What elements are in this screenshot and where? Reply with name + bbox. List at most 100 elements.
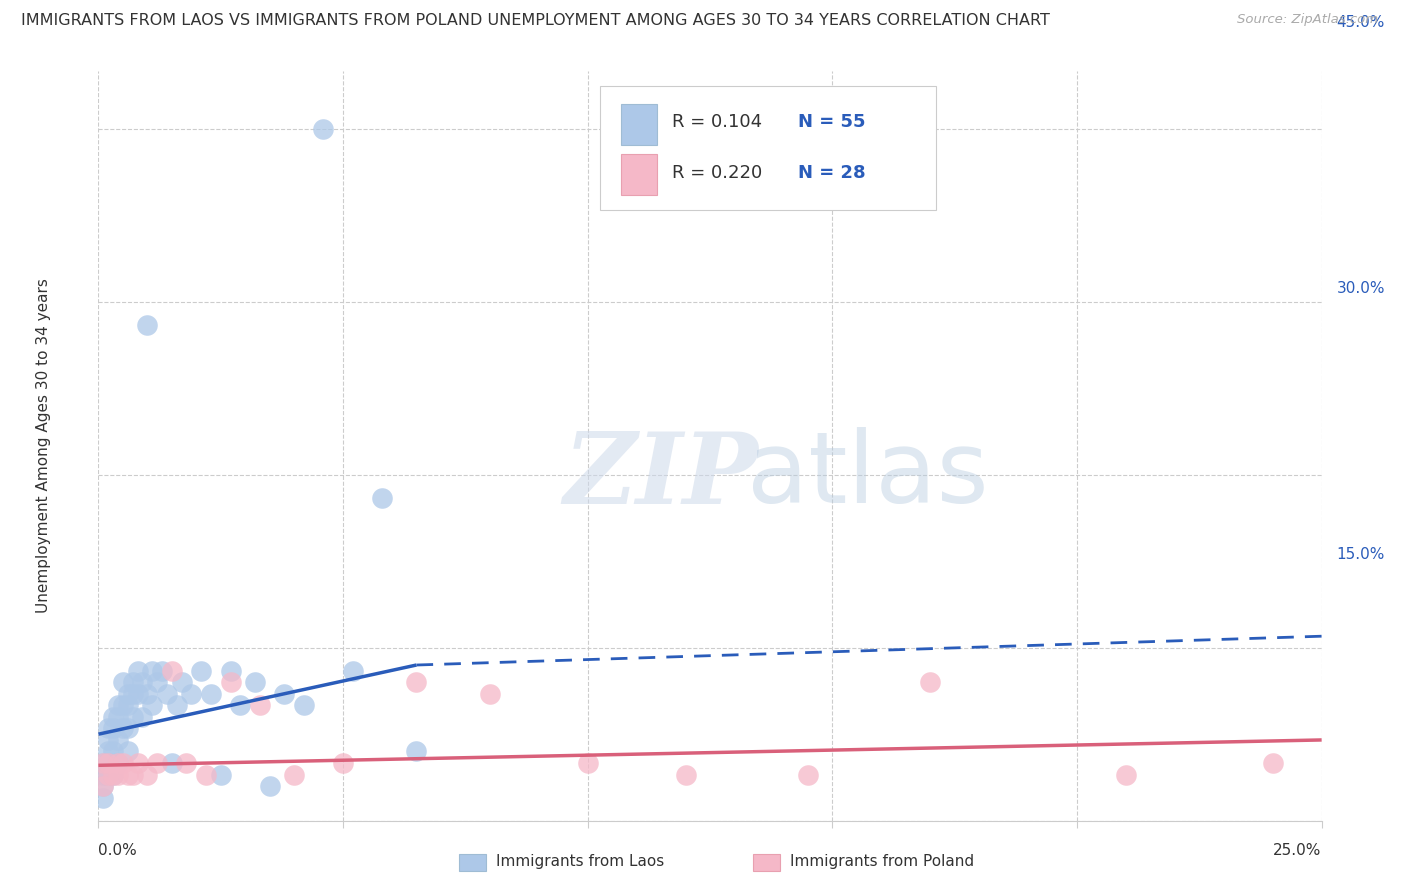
Point xyxy=(107,733,129,747)
Text: N = 28: N = 28 xyxy=(799,163,866,181)
Point xyxy=(117,687,139,701)
Point xyxy=(107,756,129,770)
Point xyxy=(332,756,354,770)
Point xyxy=(136,767,159,781)
Point xyxy=(97,733,120,747)
Point xyxy=(156,687,179,701)
Point xyxy=(91,767,114,781)
Point xyxy=(797,767,820,781)
Text: 45.0%: 45.0% xyxy=(1336,15,1385,30)
Point xyxy=(111,756,134,770)
Text: IMMIGRANTS FROM LAOS VS IMMIGRANTS FROM POLAND UNEMPLOYMENT AMONG AGES 30 TO 34 : IMMIGRANTS FROM LAOS VS IMMIGRANTS FROM … xyxy=(21,13,1050,29)
Point xyxy=(150,664,173,678)
FancyBboxPatch shape xyxy=(600,87,936,210)
Text: ZIP: ZIP xyxy=(564,428,758,524)
Point xyxy=(107,756,129,770)
Point xyxy=(97,756,120,770)
Point xyxy=(160,664,183,678)
Point xyxy=(170,675,193,690)
Point xyxy=(141,664,163,678)
Point xyxy=(111,698,134,713)
Point xyxy=(127,664,149,678)
Point xyxy=(101,767,124,781)
Point xyxy=(180,687,202,701)
Point xyxy=(97,744,120,758)
Point xyxy=(675,767,697,781)
Point xyxy=(292,698,315,713)
FancyBboxPatch shape xyxy=(620,103,658,145)
Point xyxy=(107,767,129,781)
Point xyxy=(249,698,271,713)
Text: 30.0%: 30.0% xyxy=(1336,281,1385,296)
Text: 25.0%: 25.0% xyxy=(1274,843,1322,858)
Point xyxy=(127,687,149,701)
Point xyxy=(97,756,120,770)
Point xyxy=(91,779,114,793)
Point xyxy=(107,710,129,724)
FancyBboxPatch shape xyxy=(752,855,780,871)
Point xyxy=(131,675,153,690)
Point xyxy=(405,675,427,690)
Point xyxy=(371,491,394,505)
Point xyxy=(101,722,124,736)
Point xyxy=(121,767,143,781)
Point xyxy=(117,767,139,781)
Point xyxy=(107,698,129,713)
Text: 15.0%: 15.0% xyxy=(1336,547,1385,562)
Text: R = 0.104: R = 0.104 xyxy=(672,113,762,131)
Point xyxy=(166,698,188,713)
Point xyxy=(136,318,159,332)
Point xyxy=(160,756,183,770)
Text: R = 0.220: R = 0.220 xyxy=(672,163,762,181)
Point xyxy=(136,687,159,701)
Point xyxy=(117,744,139,758)
Point xyxy=(176,756,198,770)
Point xyxy=(111,722,134,736)
Point xyxy=(259,779,281,793)
Text: 0.0%: 0.0% xyxy=(98,843,138,858)
Text: Immigrants from Laos: Immigrants from Laos xyxy=(496,855,664,870)
Point xyxy=(219,675,242,690)
Point xyxy=(1261,756,1284,770)
Point xyxy=(97,722,120,736)
Point xyxy=(131,710,153,724)
Point xyxy=(121,687,143,701)
Point xyxy=(101,767,124,781)
Point xyxy=(127,756,149,770)
Point xyxy=(200,687,222,701)
Point xyxy=(229,698,252,713)
Point xyxy=(91,790,114,805)
Point xyxy=(97,767,120,781)
FancyBboxPatch shape xyxy=(460,855,486,871)
Text: atlas: atlas xyxy=(747,427,988,524)
Point xyxy=(146,675,169,690)
Point xyxy=(283,767,305,781)
Point xyxy=(111,675,134,690)
Text: Immigrants from Poland: Immigrants from Poland xyxy=(790,855,974,870)
Point xyxy=(920,675,942,690)
Point xyxy=(91,756,114,770)
Point xyxy=(243,675,266,690)
Point xyxy=(273,687,295,701)
Point xyxy=(141,698,163,713)
Point xyxy=(576,756,599,770)
Text: Unemployment Among Ages 30 to 34 years: Unemployment Among Ages 30 to 34 years xyxy=(37,278,51,614)
Point xyxy=(91,756,114,770)
Text: N = 55: N = 55 xyxy=(799,113,866,131)
Point xyxy=(121,675,143,690)
Point xyxy=(342,664,364,678)
Point xyxy=(405,744,427,758)
Point xyxy=(209,767,232,781)
Point xyxy=(121,710,143,724)
Point xyxy=(91,779,114,793)
Point xyxy=(312,122,335,136)
Point xyxy=(478,687,501,701)
Point xyxy=(195,767,218,781)
Point xyxy=(190,664,212,678)
Point xyxy=(1115,767,1137,781)
Text: Source: ZipAtlas.com: Source: ZipAtlas.com xyxy=(1237,13,1378,27)
Point xyxy=(101,710,124,724)
Point xyxy=(117,722,139,736)
Point xyxy=(117,698,139,713)
Point xyxy=(146,756,169,770)
